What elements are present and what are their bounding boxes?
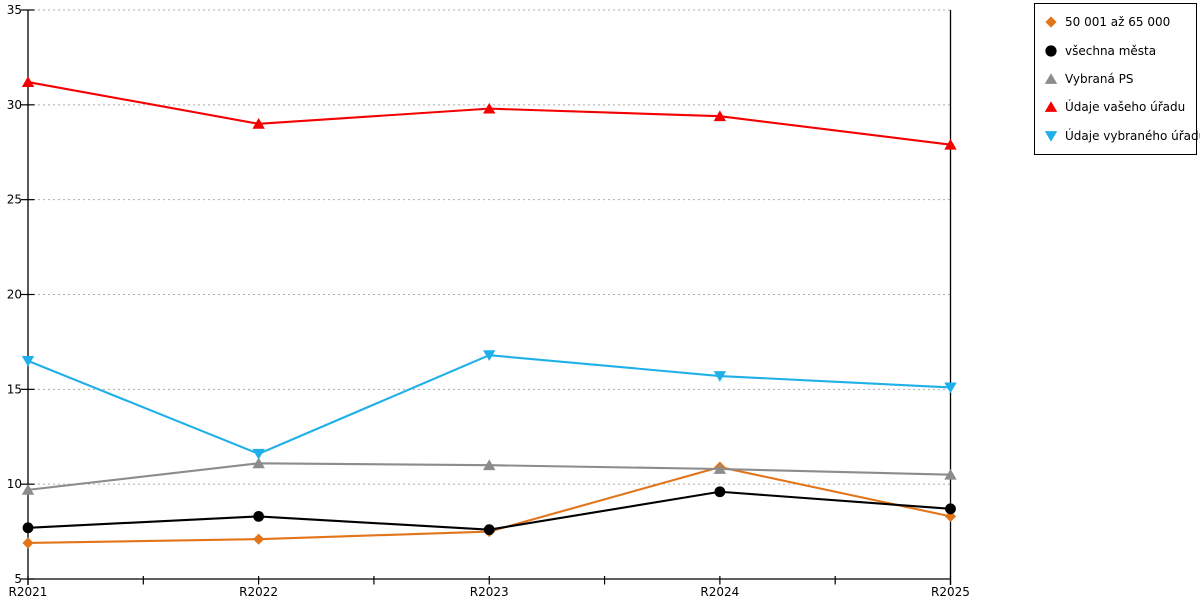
circle-marker — [483, 524, 495, 536]
y-tick-label: 20 — [7, 288, 22, 302]
legend-item-label: Vybraná PS — [1065, 71, 1134, 86]
triangle-up-marker — [944, 468, 957, 480]
triangle-down-icon — [1044, 130, 1058, 142]
triangle-up-marker — [21, 484, 35, 495]
circle-marker — [945, 503, 956, 515]
circle-icon — [1045, 44, 1057, 57]
legend-item-label: 50 001 až 65 000 — [1065, 15, 1171, 30]
legend-item-2[interactable]: Vybraná PS — [1044, 72, 1196, 86]
diamond-icon — [1045, 16, 1057, 28]
triangle-up-marker — [713, 463, 727, 474]
y-tick-label: 5 — [14, 572, 22, 586]
series-line-1 — [27, 490, 951, 531]
x-tick-label: R2021 — [9, 585, 48, 599]
triangle-up-marker — [713, 110, 727, 122]
legend-item-0[interactable]: 50 001 až 65 000 — [1044, 15, 1196, 29]
legend-item-label: Údaje vybraného úřadu — [1065, 128, 1200, 143]
x-tick-label: R2025 — [931, 585, 970, 599]
y-tick-label: 10 — [7, 477, 22, 491]
diamond-marker — [944, 510, 957, 523]
y-tick-label: 35 — [7, 3, 22, 17]
triangle-up-icon — [1044, 101, 1058, 113]
y-tick-label: 30 — [7, 98, 22, 112]
diamond-marker — [22, 537, 34, 549]
legend-item-label: všechna města — [1065, 43, 1157, 58]
circle-marker — [22, 522, 34, 534]
triangle-down-marker — [483, 350, 496, 361]
triangle-up-marker — [252, 118, 265, 129]
legend-item-label: Údaje vašeho úřadu — [1065, 100, 1186, 115]
legend-item-1[interactable]: všechna města — [1044, 44, 1196, 58]
x-tick-label: R2024 — [700, 585, 739, 599]
triangle-up-marker — [944, 138, 957, 150]
y-tick-label: 25 — [7, 193, 22, 207]
triangle-down-marker — [713, 371, 727, 382]
x-tick-label: R2022 — [239, 585, 278, 599]
triangle-up-marker — [483, 459, 496, 471]
legend: 50 001 až 65 000 všechna města Vybraná PS Ú… — [1034, 3, 1200, 155]
triangle-up-marker — [483, 102, 496, 114]
series-line-4 — [27, 354, 951, 455]
circle-marker — [253, 511, 265, 522]
triangle-down-marker — [252, 448, 265, 460]
y-tick-label: 15 — [7, 382, 22, 396]
x-tick-label: R2023 — [470, 585, 509, 599]
triangle-up-marker — [252, 457, 265, 469]
legend-item-4[interactable]: Údaje vybraného úřadu — [1044, 129, 1200, 143]
triangle-up-icon — [1044, 73, 1058, 84]
triangle-up-marker — [21, 76, 35, 87]
circle-marker — [714, 486, 726, 498]
triangle-down-marker — [944, 382, 957, 394]
legend-item-3[interactable]: Údaje vašeho úřadu — [1044, 100, 1196, 114]
triangle-down-marker — [21, 355, 35, 367]
diamond-marker — [253, 533, 265, 545]
